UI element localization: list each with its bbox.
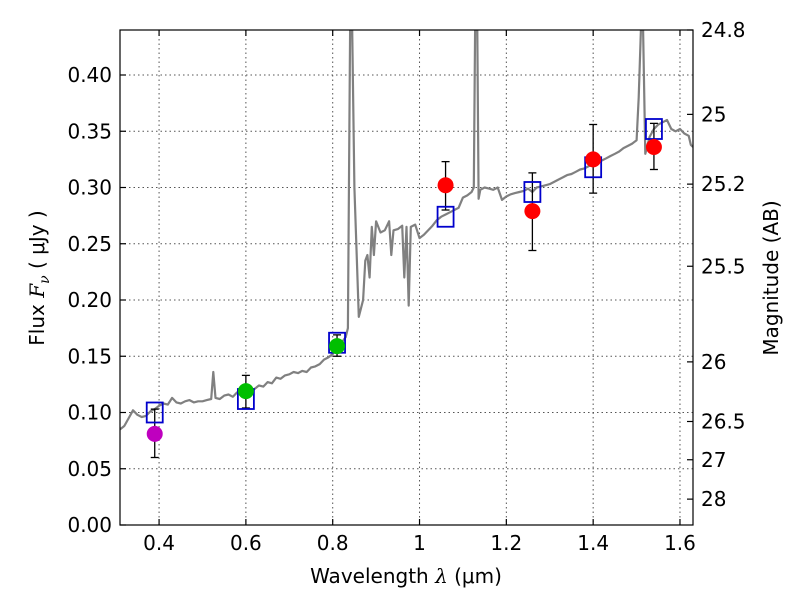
x-tick-label: 0.4 [143, 531, 175, 555]
y2-tick-label: 26 [701, 350, 726, 374]
y-tick-label: 0.40 [67, 63, 112, 87]
observed-point-circle [585, 151, 602, 168]
x-tick-label: 1 [413, 531, 426, 555]
y2-tick-label: 26.5 [701, 410, 746, 434]
axis-ticks: 0.4 0.6 0.8 1 1.2 1.4 1.6 0.00 0.05 0.10 0.15 0.20 0… [67, 18, 745, 555]
y2-tick-label: 25.2 [701, 172, 746, 196]
model-point-square [145, 401, 164, 424]
observed-point-circle [524, 203, 541, 220]
x-axis-title: Wavelength λ (μm) [310, 564, 502, 588]
plot-area [120, 30, 693, 459]
model-point-square [523, 181, 542, 203]
y-tick-label: 0.20 [67, 288, 112, 312]
y2-tick-label: 27 [701, 448, 726, 472]
y2-tick-label: 25.5 [701, 254, 746, 278]
observed-point-circle [237, 383, 254, 400]
y-tick-label: 0.00 [67, 513, 112, 537]
y-tick-label: 0.35 [67, 119, 112, 143]
y2-tick-label: 25 [701, 102, 726, 126]
x-tick-label: 0.6 [230, 531, 262, 555]
y-tick-label: 0.30 [67, 176, 112, 200]
x-tick-label: 1.4 [577, 531, 609, 555]
y2-tick-label: 24.8 [701, 18, 746, 42]
y-tick-label: 0.15 [67, 344, 112, 368]
y-tick-label: 0.10 [67, 401, 112, 425]
x-tick-label: 0.8 [317, 531, 349, 555]
y2-axis-title: Magnitude (AB) [759, 200, 783, 355]
x-tick-label: 1.2 [490, 531, 522, 555]
model-point-square [436, 205, 455, 228]
y-axis-title: Flux Fν ( μJy ) [25, 210, 53, 345]
plot-frame [119, 29, 694, 526]
observed-point-circle [437, 177, 454, 194]
y2-tick-label: 28 [701, 487, 726, 511]
observed-point-circle [329, 338, 346, 355]
observed-point-circle [645, 139, 662, 155]
grid-lines [120, 30, 693, 525]
observed-point-circle [146, 425, 163, 442]
x-tick-label: 1.6 [664, 531, 696, 555]
y-tick-label: 0.25 [67, 232, 112, 256]
spectrum-line [120, 30, 693, 431]
y-tick-label: 0.05 [67, 457, 112, 481]
